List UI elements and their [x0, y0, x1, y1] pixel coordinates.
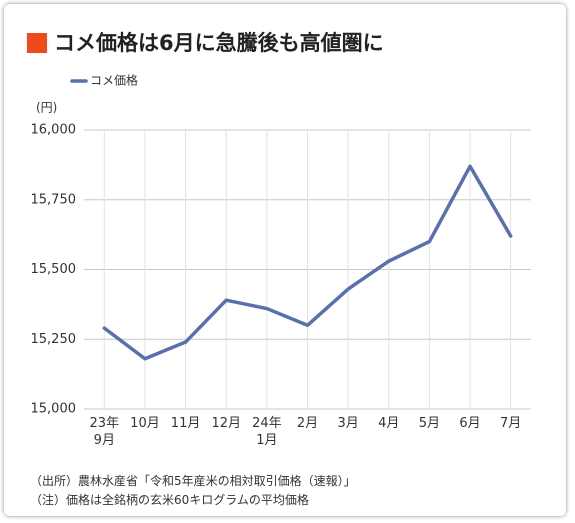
- y-tick-label: 15,750: [31, 192, 77, 207]
- x-tick-label: 11月: [170, 416, 201, 431]
- frame: [4, 4, 566, 516]
- x-tick-label: 4月: [378, 416, 400, 431]
- title-marker: [27, 33, 47, 53]
- x-tick-label: 10月: [130, 416, 160, 431]
- y-tick-label: 15,000: [31, 402, 77, 417]
- legend-label: コメ価格: [90, 73, 138, 88]
- x-tick-label: 23年 9月: [89, 416, 120, 448]
- y-tick-label: 16,000: [31, 123, 77, 138]
- x-tick-label: 7月: [500, 416, 522, 431]
- line: [102, 164, 513, 361]
- x-tick-label: 12月: [211, 416, 241, 431]
- x-tick-label: 5月: [418, 416, 441, 431]
- x-tick-label: 6月: [459, 416, 481, 431]
- chart-title: コメ価格は6月に急騰後も高値圏に: [54, 31, 384, 55]
- y-unit: (円): [36, 101, 57, 115]
- y-tick-label: 15,500: [31, 262, 77, 277]
- x-tick-label: 3月: [337, 416, 359, 431]
- note: （出所）農林水産省「令和5年産米の相対取引価格（速報）」: [30, 474, 356, 488]
- x-tick-label: 24年 1月: [252, 416, 282, 448]
- y-tick-label: 15,250: [31, 332, 77, 347]
- x-tick-label: 2月: [296, 416, 319, 431]
- note: （注）価格は全銘柄の玄米60キログラムの平均価格: [30, 493, 309, 507]
